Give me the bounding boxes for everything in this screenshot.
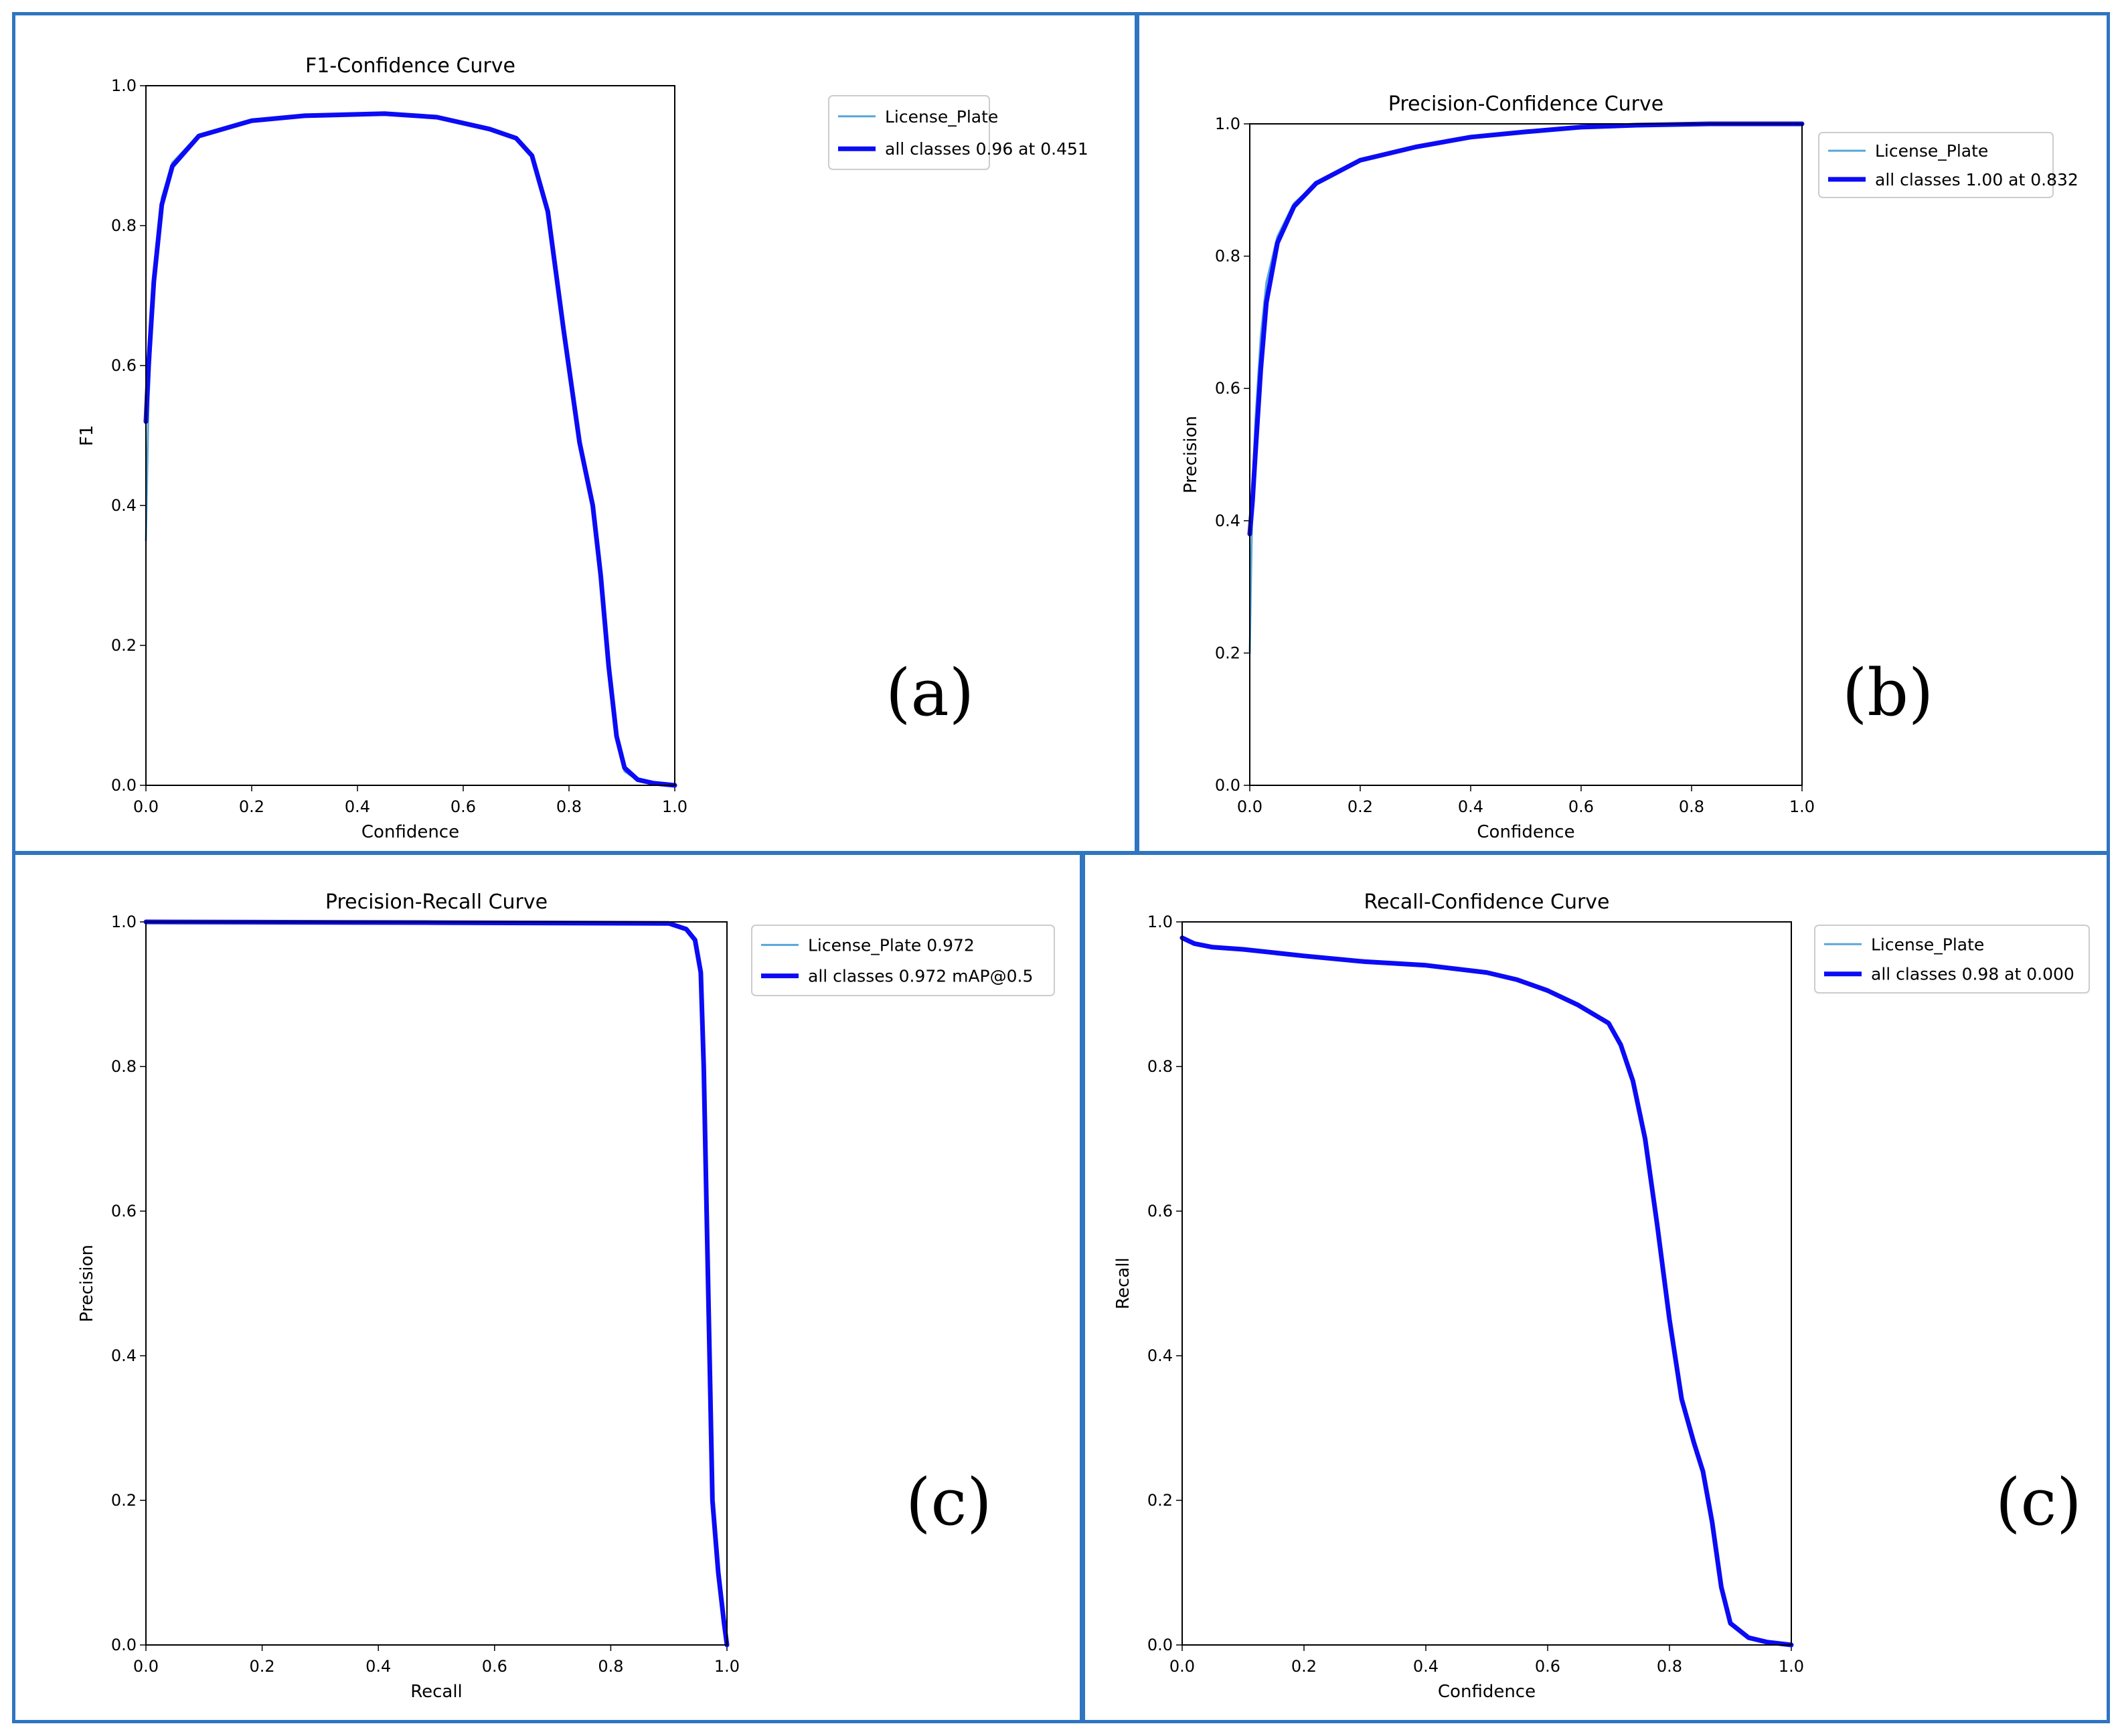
chart-a: F1-Confidence Curve 0.0 0.2 0.4 0.6 0.8 1.0 0.0… xyxy=(77,54,1088,842)
y-axis-label: Precision xyxy=(1181,416,1201,493)
chart-c-recall-confidence: Recall-Confidence Curve 0.0 0.2 0.4 0.6 0.8 1.… xyxy=(1113,890,2090,1702)
x-tick-label: 0.4 xyxy=(1458,797,1483,816)
chart-b: Precision-Confidence Curve 0.0 0.2 0.4 0.6 0.… xyxy=(1181,92,2078,842)
y-tick-label: 0.4 xyxy=(1147,1346,1173,1365)
x-tick-label: 0.0 xyxy=(1169,1657,1195,1676)
y-tick-label: 0.0 xyxy=(111,776,137,795)
x-tick-label: 0.4 xyxy=(365,1657,391,1676)
series-line-license-plate xyxy=(1248,123,1803,654)
x-tick-label: 0.6 xyxy=(1568,797,1594,816)
series-line-all-classes xyxy=(1179,935,1794,1648)
legend-label-all-classes: all classes 0.98 at 0.000 xyxy=(1871,965,2074,984)
legend-label-all-classes: all classes 0.96 at 0.451 xyxy=(885,139,1088,159)
series-line-license-plate xyxy=(1181,935,1793,1646)
chart-title: Recall-Confidence Curve xyxy=(1364,890,1609,914)
legend-label-license-plate: License_Plate xyxy=(885,107,998,127)
plot-frame xyxy=(145,85,675,786)
y-tick-label: 0.6 xyxy=(111,1202,137,1220)
y-axis-label: F1 xyxy=(77,425,97,447)
x-tick-label: 0.6 xyxy=(451,797,476,816)
x-tick-label: 0.2 xyxy=(250,1657,275,1676)
series-line-license-plate xyxy=(145,921,728,1646)
panel-label: (b) xyxy=(1842,655,1933,730)
x-tick-label: 0.4 xyxy=(1413,1657,1439,1676)
x-tick-label: 1.0 xyxy=(1779,1657,1804,1676)
x-tick-label: 0.6 xyxy=(482,1657,507,1676)
series-line-all-classes xyxy=(143,919,730,1648)
legend-box xyxy=(1814,925,2090,994)
y-tick-label: 0.2 xyxy=(1147,1491,1173,1510)
y-tick-label: 1.0 xyxy=(111,913,137,931)
chart-title: Precision-Recall Curve xyxy=(325,890,548,914)
legend-label-license-plate: License_Plate xyxy=(1875,141,1988,161)
legend-label-license-plate: License_Plate 0.972 xyxy=(808,935,975,955)
y-tick-label: 0.6 xyxy=(1147,1202,1173,1220)
x-tick-label: 1.0 xyxy=(714,1657,740,1676)
legend-label-all-classes: all classes 1.00 at 0.832 xyxy=(1875,170,2078,189)
x-tick-label: 0.8 xyxy=(556,797,582,816)
chart-c-precision-recall: Precision-Recall Curve 0.0 0.2 0.4 0.6 0.8 1.0… xyxy=(77,890,1055,1702)
x-tick-label: 0.2 xyxy=(1348,797,1373,816)
x-tick-label: 0.6 xyxy=(1535,1657,1560,1676)
y-tick-label: 1.0 xyxy=(1147,913,1173,931)
panel-c-precision-recall: Precision-Recall Curve 0.0 0.2 0.4 0.6 0.8 1.0… xyxy=(12,852,1083,1723)
y-tick-label: 0.4 xyxy=(1215,511,1240,530)
x-tick-label: 0.0 xyxy=(1237,797,1262,816)
plot-frame xyxy=(1181,921,1792,1646)
x-tick-label: 0.4 xyxy=(345,797,370,816)
plot-frame xyxy=(1249,123,1803,786)
panel-label: (c) xyxy=(1995,1465,2082,1540)
panel-b: Precision-Confidence Curve 0.0 0.2 0.4 0.6 0.… xyxy=(1136,12,2110,854)
x-axis-label: Confidence xyxy=(361,822,459,842)
y-tick-label: 0.8 xyxy=(111,216,137,235)
x-tick-label: 0.0 xyxy=(133,797,159,816)
panel-label: (a) xyxy=(886,655,974,730)
chart-title: Precision-Confidence Curve xyxy=(1388,92,1663,116)
x-tick-label: 0.0 xyxy=(133,1657,159,1676)
x-tick-label: 1.0 xyxy=(662,797,687,816)
y-tick-label: 0.8 xyxy=(111,1057,137,1076)
x-axis-label: Confidence xyxy=(1438,1682,1536,1702)
y-axis-label: Recall xyxy=(1113,1257,1133,1310)
x-axis-label: Confidence xyxy=(1477,822,1574,842)
y-tick-label: 1.0 xyxy=(111,76,137,95)
y-tick-label: 0.0 xyxy=(1147,1636,1173,1654)
y-axis-label: Precision xyxy=(77,1245,97,1322)
legend-label-all-classes: all classes 0.972 mAP@0.5 xyxy=(808,967,1033,986)
y-tick-label: 0.6 xyxy=(1215,379,1240,398)
y-tick-label: 0.8 xyxy=(1215,247,1240,266)
series-line-all-classes xyxy=(143,111,677,788)
y-tick-label: 0.4 xyxy=(111,496,137,515)
y-tick-label: 0.4 xyxy=(111,1346,137,1365)
x-tick-label: 0.2 xyxy=(1291,1657,1317,1676)
legend-label-license-plate: License_Plate xyxy=(1871,935,1984,954)
x-tick-label: 0.8 xyxy=(598,1657,623,1676)
series-line-all-classes xyxy=(1247,121,1805,537)
y-tick-label: 0.2 xyxy=(1215,643,1240,662)
legend-box xyxy=(1818,132,2054,198)
x-tick-label: 0.2 xyxy=(239,797,264,816)
panel-a: F1-Confidence Curve 0.0 0.2 0.4 0.6 0.8 1.0 0.0… xyxy=(12,12,1138,854)
y-tick-label: 0.2 xyxy=(111,636,137,655)
panel-c-recall-confidence: Recall-Confidence Curve 0.0 0.2 0.4 0.6 0.8 1.… xyxy=(1082,852,2110,1723)
y-tick-label: 0.8 xyxy=(1147,1057,1173,1076)
x-tick-label: 0.8 xyxy=(1679,797,1704,816)
y-tick-label: 0.2 xyxy=(111,1491,137,1510)
panel-label: (c) xyxy=(906,1465,992,1540)
x-axis-label: Recall xyxy=(410,1682,463,1702)
series-line-license-plate xyxy=(145,112,676,787)
x-tick-label: 0.8 xyxy=(1657,1657,1682,1676)
x-tick-label: 1.0 xyxy=(1789,797,1815,816)
chart-title: F1-Confidence Curve xyxy=(305,54,515,78)
plot-frame xyxy=(145,921,728,1646)
y-tick-label: 0.0 xyxy=(111,1636,137,1654)
legend-box xyxy=(751,925,1055,996)
y-tick-label: 0.6 xyxy=(111,356,137,375)
y-tick-label: 0.0 xyxy=(1215,776,1240,795)
y-tick-label: 1.0 xyxy=(1215,114,1240,133)
